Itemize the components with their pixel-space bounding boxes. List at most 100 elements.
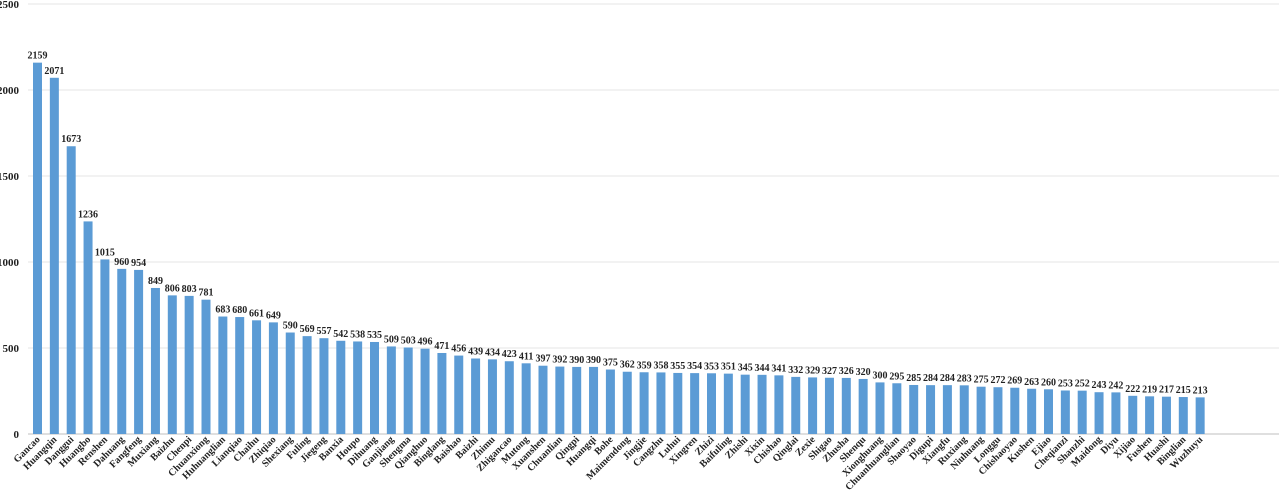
bar — [100, 259, 110, 434]
data-label: 217 — [1159, 385, 1174, 396]
data-label: 954 — [131, 258, 146, 269]
bar — [639, 372, 649, 434]
data-label: 213 — [1193, 385, 1208, 396]
bar — [555, 366, 565, 434]
data-label: 390 — [569, 355, 584, 366]
data-label: 557 — [316, 326, 331, 337]
bar — [926, 385, 936, 434]
y-tick-label: 500 — [3, 343, 20, 355]
data-label: 390 — [586, 355, 601, 366]
data-label: 569 — [300, 324, 315, 335]
data-label: 252 — [1075, 379, 1090, 390]
data-label: 215 — [1176, 385, 1191, 396]
data-label: 253 — [1058, 378, 1073, 389]
bar — [690, 373, 700, 434]
bar — [336, 340, 346, 434]
bar — [521, 363, 531, 434]
data-label: 456 — [451, 344, 466, 355]
data-label: 358 — [653, 360, 668, 371]
bar — [538, 365, 548, 434]
bar — [353, 341, 363, 434]
bar — [757, 374, 767, 434]
data-label: 683 — [215, 305, 230, 316]
data-label: 397 — [536, 354, 551, 365]
data-label: 509 — [384, 334, 399, 345]
bar — [841, 377, 851, 434]
data-label: 392 — [552, 355, 567, 366]
bar — [1010, 387, 1020, 434]
data-label: 329 — [805, 365, 820, 376]
bars — [33, 62, 1205, 435]
bar — [808, 377, 818, 434]
data-label: 2071 — [44, 66, 64, 77]
data-label: 1236 — [78, 209, 98, 220]
data-label: 344 — [755, 363, 770, 374]
bar — [976, 386, 986, 434]
bar — [201, 299, 211, 434]
bar — [252, 320, 262, 434]
bar — [1195, 397, 1205, 434]
data-label: 269 — [1007, 376, 1022, 387]
data-label: 803 — [182, 284, 197, 295]
bar — [572, 366, 582, 434]
data-label: 535 — [367, 330, 382, 341]
bar — [1178, 397, 1188, 434]
bar — [622, 371, 632, 434]
data-label: 353 — [704, 361, 719, 372]
bar — [471, 358, 481, 434]
bar — [824, 377, 834, 434]
bar — [740, 374, 750, 434]
data-label: 538 — [350, 329, 365, 340]
data-label: 285 — [906, 373, 921, 384]
bar — [487, 359, 497, 434]
bar — [235, 317, 245, 434]
data-label: 362 — [620, 360, 635, 371]
bar — [370, 341, 379, 434]
bar — [774, 375, 784, 434]
data-label: 222 — [1125, 384, 1140, 395]
data-label: 326 — [839, 366, 854, 377]
bar — [403, 347, 413, 434]
bar — [1027, 388, 1037, 434]
bar — [33, 62, 42, 434]
data-label: 661 — [249, 308, 264, 319]
data-label: 423 — [502, 349, 517, 360]
data-label: 242 — [1108, 380, 1123, 391]
data-label: 471 — [434, 341, 449, 352]
data-label: 351 — [721, 362, 736, 373]
bar — [184, 295, 194, 434]
bar — [454, 355, 464, 434]
bar — [1128, 395, 1138, 434]
data-label: 332 — [788, 365, 803, 376]
bar — [1044, 389, 1053, 434]
data-label: 341 — [771, 363, 786, 374]
y-tick-label: 2000 — [0, 85, 20, 97]
data-label: 345 — [738, 363, 753, 374]
bar — [959, 385, 969, 434]
data-label: 275 — [974, 375, 989, 386]
y-axis: 0 500 1000 1500 2000 2500 — [0, 0, 20, 441]
data-label: 849 — [148, 276, 163, 287]
data-label: 542 — [333, 329, 348, 340]
bar — [993, 387, 1003, 434]
data-label: 355 — [670, 361, 685, 372]
data-label: 375 — [603, 358, 618, 369]
data-label: 243 — [1092, 380, 1107, 391]
data-label: 590 — [283, 321, 298, 332]
data-label: 320 — [856, 367, 871, 378]
bar — [723, 373, 733, 434]
data-label: 781 — [199, 288, 214, 299]
bar — [942, 385, 952, 434]
bar — [117, 268, 127, 434]
data-label: 327 — [822, 366, 837, 377]
data-label: 649 — [266, 310, 281, 321]
data-label: 496 — [418, 337, 433, 348]
bar — [268, 322, 278, 434]
data-label: 260 — [1041, 377, 1056, 388]
bar — [504, 361, 514, 434]
bar — [218, 316, 228, 434]
bar — [319, 338, 329, 434]
data-label: 411 — [519, 351, 533, 362]
